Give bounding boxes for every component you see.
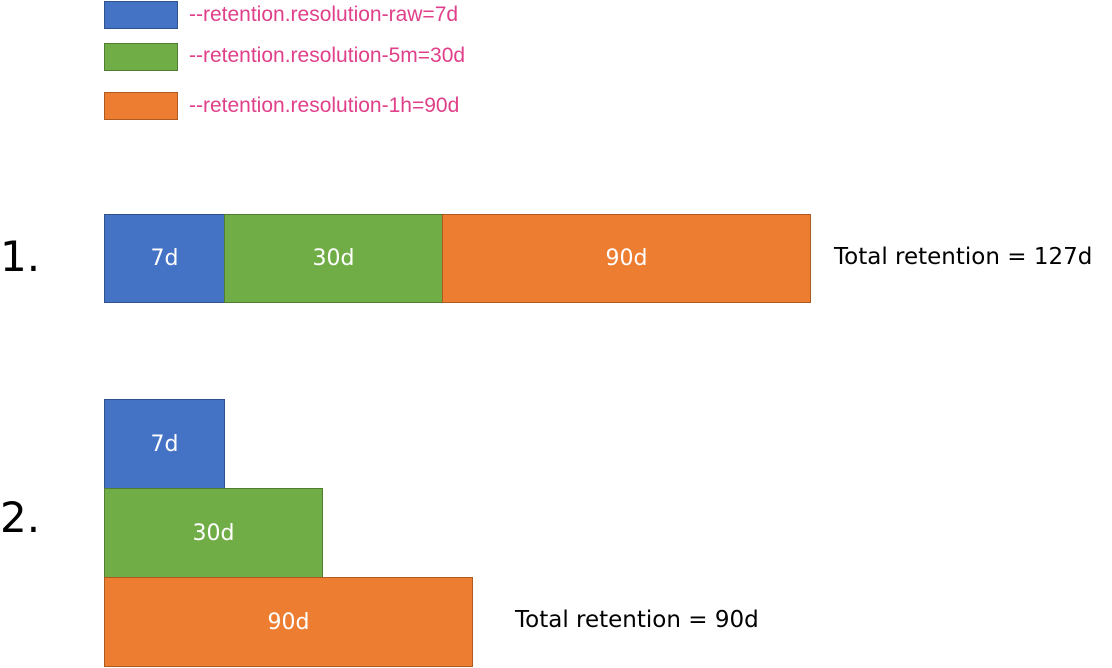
legend-swatch-1h [104, 92, 178, 120]
scenario-2-number: 2. [0, 493, 41, 542]
scenario-1-number: 1. [0, 232, 41, 281]
scenario-1-total: Total retention = 127d [834, 244, 1093, 270]
scenario-2-bar-raw-label: 7d [150, 431, 179, 457]
scenario-2-bar-1h: 90d [104, 577, 473, 667]
scenario-2-bar-5m-label: 30d [192, 520, 235, 546]
scenario-1-bar-raw: 7d [104, 214, 225, 303]
scenario-1-bar-5m: 30d [224, 214, 443, 303]
legend-swatch-5m [104, 43, 178, 71]
scenario-1-bar-1h: 90d [442, 214, 811, 303]
scenario-2-bar-raw: 7d [104, 399, 225, 489]
scenario-1-bar-raw-label: 7d [150, 246, 179, 271]
scenario-1-bar-1h-label: 90d [605, 246, 648, 271]
legend-swatch-raw [104, 1, 178, 29]
scenario-2-bar-5m: 30d [104, 488, 323, 578]
scenario-1-bar-5m-label: 30d [312, 246, 355, 271]
legend-label-1h: --retention.resolution-1h=90d [189, 94, 460, 117]
legend-label-raw: --retention.resolution-raw=7d [189, 3, 459, 26]
legend-label-5m: --retention.resolution-5m=30d [189, 44, 466, 67]
scenario-2-bar-1h-label: 90d [267, 609, 310, 635]
scenario-2-total: Total retention = 90d [515, 607, 759, 633]
